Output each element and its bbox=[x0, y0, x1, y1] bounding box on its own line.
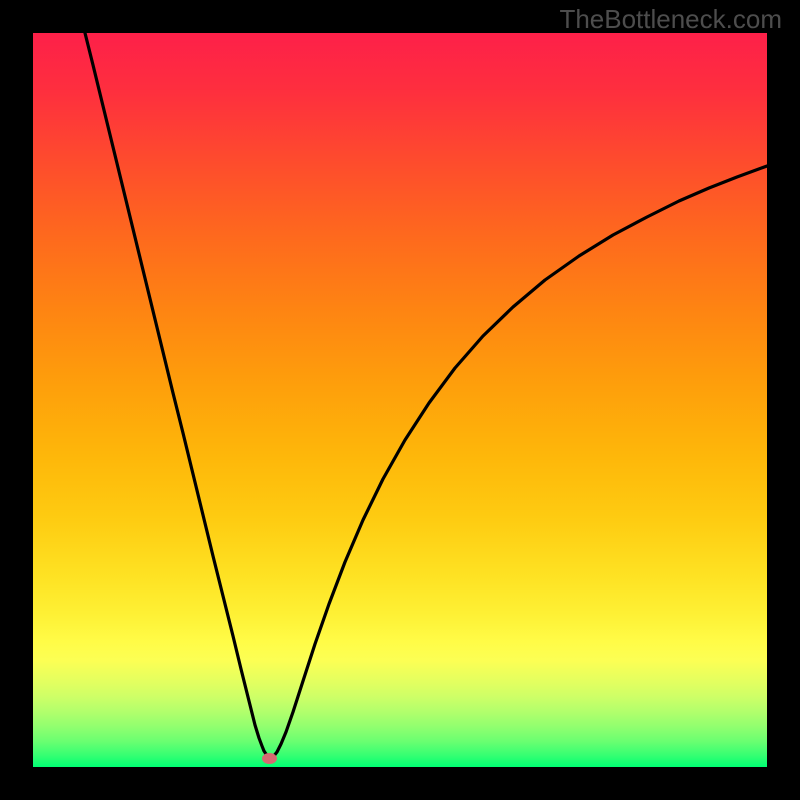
gradient-background bbox=[33, 33, 767, 767]
watermark-text: TheBottleneck.com bbox=[559, 4, 782, 35]
plot-area bbox=[33, 33, 767, 767]
bottleneck-curve-svg bbox=[33, 33, 767, 767]
minimum-marker bbox=[262, 753, 277, 764]
